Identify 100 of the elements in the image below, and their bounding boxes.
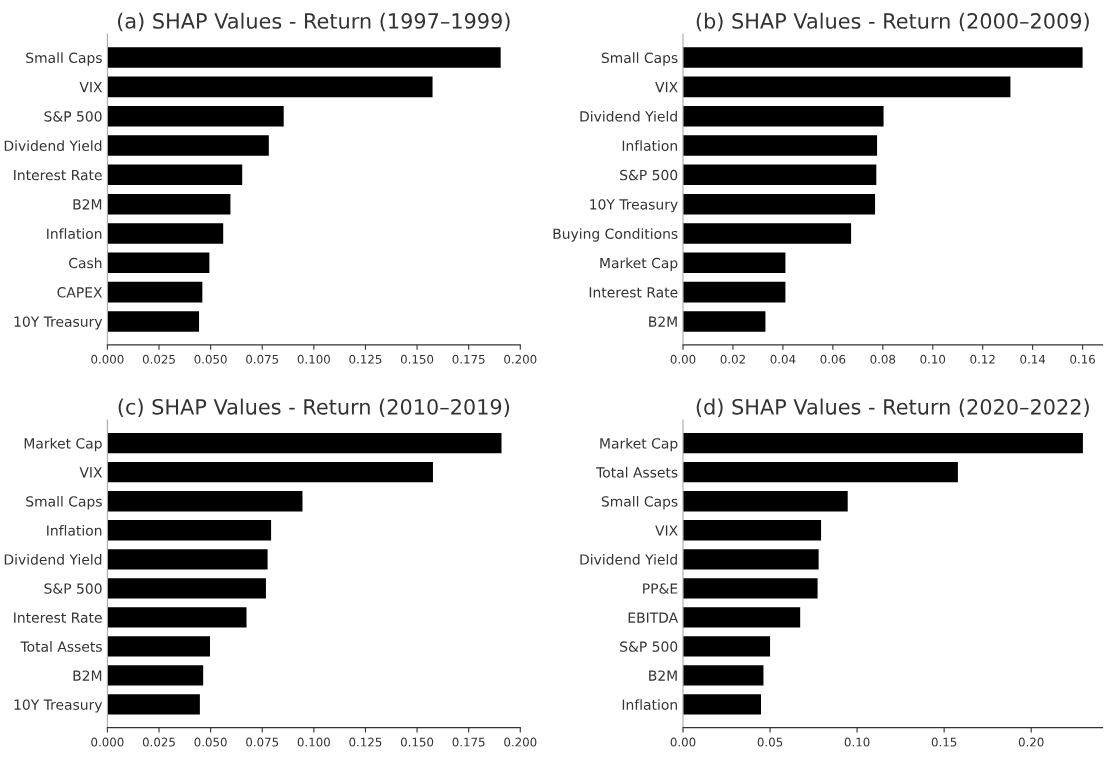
bar <box>683 578 818 599</box>
x-tick-label: 0.12 <box>970 354 995 364</box>
bar <box>683 223 852 244</box>
x-tick-label: 0.06 <box>820 354 846 364</box>
x-tick-label: 0.175 <box>452 737 485 747</box>
y-tick-label: Dividend Yield <box>580 554 677 565</box>
y-tick-label: Interest Rate <box>14 169 102 181</box>
y-tick-label: B2M <box>649 670 677 681</box>
x-tick-label: 0.025 <box>142 354 175 364</box>
bar <box>107 252 210 274</box>
chart-title: (b) SHAP Values - Return (2000–2009) <box>696 12 1089 32</box>
y-tick-label: B2M <box>73 199 102 210</box>
x-tick-label: 0.15 <box>931 737 957 747</box>
y-tick-label: Total Assets <box>20 641 102 652</box>
y-tick-label: EBITDA <box>628 612 679 623</box>
bar <box>683 636 771 657</box>
bar <box>107 520 272 541</box>
bar <box>683 520 822 541</box>
x-tick-label: 0.08 <box>870 354 896 364</box>
y-tick-label: S&P 500 <box>620 169 678 181</box>
x-tick-label: 0.02 <box>720 354 745 364</box>
x-tick-label: 0.20 <box>1018 737 1044 747</box>
bar <box>683 105 884 127</box>
y-tick-label: Cash <box>69 257 102 269</box>
x-tick-label: 0.000 <box>91 737 124 747</box>
y-tick-label: Small Caps <box>601 495 678 510</box>
x-tick-label: 0.125 <box>349 354 382 364</box>
y-tick-label: B2M <box>73 670 102 681</box>
x-tick-label: 0.075 <box>246 737 279 747</box>
bar <box>683 607 801 628</box>
bar <box>683 47 1083 68</box>
y-tick-label: Total Assets <box>596 466 678 478</box>
x-tick-label: 0.05 <box>757 737 783 747</box>
chart-title: (d) SHAP Values - Return (2020–2022) <box>696 398 1089 418</box>
bar <box>107 578 266 599</box>
y-tick-label: 10Y Treasury <box>14 699 103 713</box>
y-tick-label: Market Cap <box>600 257 678 271</box>
y-tick-label: Market Cap <box>24 437 102 452</box>
y-tick-label: VIX <box>655 525 678 536</box>
y-tick-label: Interest Rate <box>14 612 102 623</box>
bar <box>107 636 210 657</box>
x-tick-label: 0.16 <box>1070 354 1095 364</box>
x-tick-label: 0.075 <box>246 354 279 364</box>
x-tick-label: 0.04 <box>770 354 796 364</box>
bar <box>107 281 203 303</box>
y-tick-label: VIX <box>655 82 678 93</box>
bar <box>107 105 284 127</box>
bar <box>107 607 247 628</box>
x-tick-label: 0.100 <box>297 737 330 747</box>
bar <box>683 491 848 512</box>
x-tick-label: 0.000 <box>91 354 124 364</box>
y-tick-label: Inflation <box>47 524 102 536</box>
bar <box>107 433 502 454</box>
bar <box>107 694 200 715</box>
x-tick-label: 0.050 <box>194 737 227 747</box>
y-tick-label: VIX <box>79 82 103 93</box>
y-tick-label: Inflation <box>622 699 677 710</box>
y-tick-label: Dividend Yield <box>4 554 102 565</box>
x-tick-label: 0.125 <box>349 737 382 747</box>
bar <box>683 281 786 303</box>
x-tick-label: 0.150 <box>400 737 434 747</box>
bar <box>107 311 200 332</box>
y-tick-label: Inflation <box>47 228 102 239</box>
x-tick-label: 0.100 <box>297 354 330 364</box>
bar <box>107 549 268 570</box>
y-tick-label: B2M <box>649 316 677 327</box>
bar <box>683 164 877 186</box>
y-tick-label: Dividend Yield <box>580 110 677 122</box>
bar <box>683 549 819 570</box>
bar <box>107 76 433 98</box>
bar <box>107 164 243 186</box>
bar <box>107 135 269 156</box>
x-tick-label: 0.025 <box>142 737 175 747</box>
y-tick-label: Small Caps <box>26 52 102 66</box>
bar <box>107 223 224 244</box>
x-tick-label: 0.10 <box>844 737 870 747</box>
y-tick-label: Dividend Yield <box>4 140 102 151</box>
x-tick-label: 0.150 <box>400 354 434 364</box>
y-tick-label: S&P 500 <box>44 583 102 594</box>
bar <box>683 135 878 156</box>
chart-title: (a) SHAP Values - Return (1997–1999) <box>117 12 510 32</box>
y-tick-label: Inflation <box>622 140 677 151</box>
y-tick-label: Small Caps <box>601 52 678 66</box>
y-tick-label: Interest Rate <box>589 287 678 298</box>
y-tick-label: PP&E <box>643 583 678 594</box>
x-tick-label: 0.00 <box>670 354 696 364</box>
bar <box>683 433 1083 454</box>
y-tick-label: 10Y Treasury <box>590 199 678 213</box>
bar <box>107 491 303 512</box>
y-tick-label: Market Cap <box>600 437 678 452</box>
y-tick-label: Small Caps <box>26 495 102 510</box>
bar <box>107 47 501 68</box>
y-tick-label: CAPEX <box>57 287 103 298</box>
bar <box>683 76 1011 98</box>
bar <box>683 252 786 274</box>
x-tick-label: 0.00 <box>670 737 696 747</box>
chart-title: (c) SHAP Values - Return (2010–2019) <box>118 398 510 418</box>
y-tick-label: VIX <box>79 467 103 478</box>
y-tick-label: Buying Conditions <box>553 228 678 242</box>
x-tick-label: 0.10 <box>920 354 946 364</box>
